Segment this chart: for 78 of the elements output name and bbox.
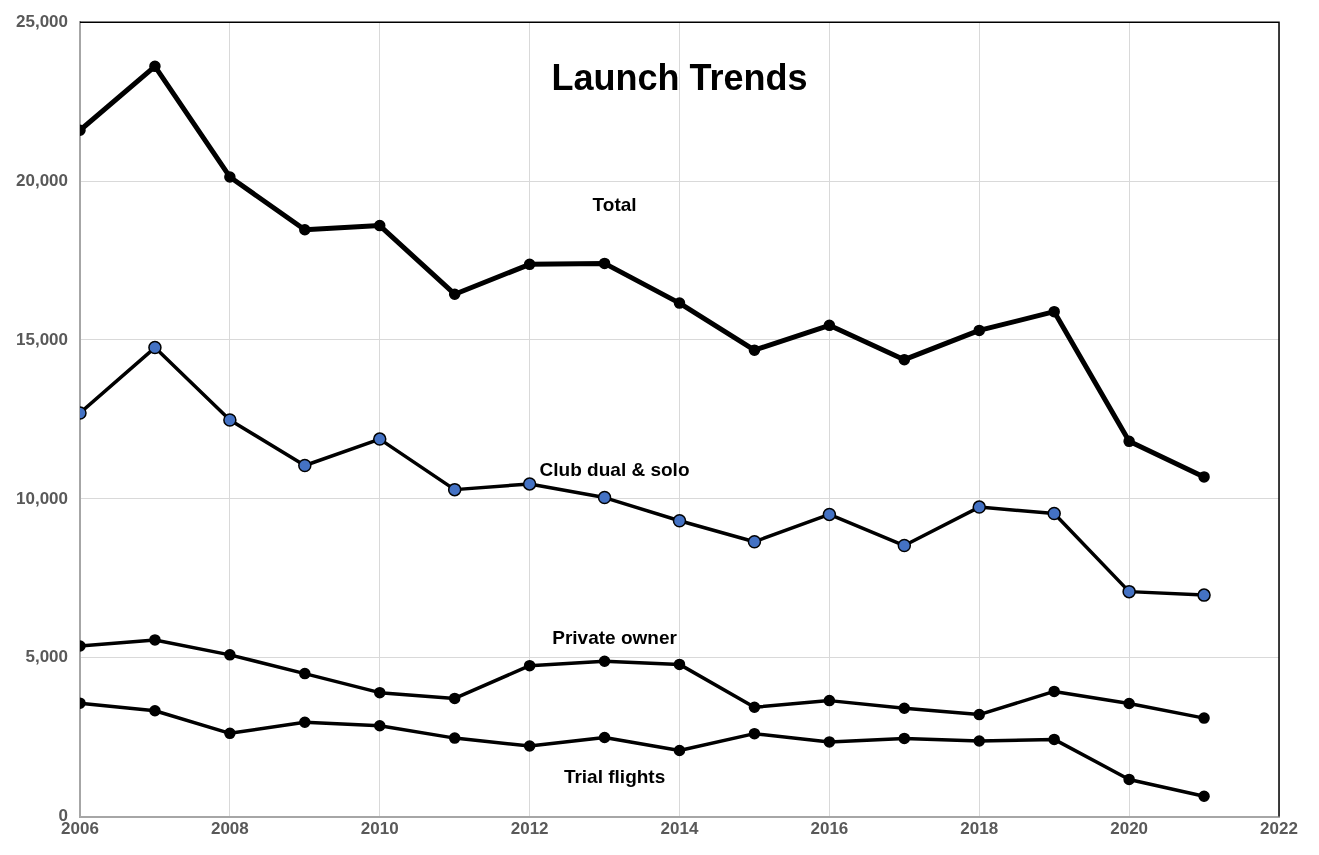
point <box>298 458 312 473</box>
point <box>747 534 762 549</box>
point <box>523 740 536 752</box>
point <box>673 744 686 757</box>
text: Launch Trends <box>551 57 808 99</box>
x-tick-label: 2020 <box>1110 819 1149 839</box>
point <box>748 701 761 714</box>
point <box>223 413 237 427</box>
point <box>149 634 161 646</box>
point <box>148 340 162 355</box>
point <box>823 736 836 748</box>
point <box>973 324 985 337</box>
text: Total <box>592 193 637 215</box>
point <box>522 477 537 491</box>
series-label: Private owner <box>552 627 678 649</box>
point <box>448 732 461 744</box>
point <box>898 732 911 745</box>
point <box>822 507 837 522</box>
point <box>1048 685 1060 698</box>
point <box>973 708 985 721</box>
point <box>299 716 311 728</box>
point <box>1198 712 1210 724</box>
point <box>224 171 236 183</box>
y-tick-label: 10,000 <box>16 488 68 508</box>
point <box>1198 790 1210 803</box>
point <box>149 60 161 73</box>
y-tick-label: 25,000 <box>16 11 68 31</box>
x-tick-label: 2008 <box>210 819 249 839</box>
point <box>972 500 986 514</box>
point <box>673 297 686 309</box>
point <box>597 490 612 505</box>
y-tick-label: 20,000 <box>16 170 68 190</box>
point <box>1197 588 1211 602</box>
point <box>374 219 386 232</box>
point <box>374 719 386 732</box>
point <box>898 353 911 366</box>
point <box>823 694 836 707</box>
point <box>299 223 311 236</box>
point <box>299 667 311 680</box>
point <box>523 258 536 271</box>
point <box>1048 733 1060 746</box>
series-label: Trial flights <box>563 765 666 787</box>
point <box>598 655 611 667</box>
point <box>823 319 836 332</box>
point <box>224 727 236 740</box>
x-tick-label: 2018 <box>960 819 999 839</box>
point <box>374 686 386 699</box>
point <box>748 344 761 356</box>
point <box>897 538 912 553</box>
x-tick-label: 2012 <box>510 819 549 839</box>
x-tick-label: 2014 <box>660 819 699 839</box>
point <box>373 432 387 446</box>
point <box>1122 584 1136 599</box>
point <box>1198 471 1210 483</box>
point <box>1123 435 1135 448</box>
point <box>1048 305 1060 318</box>
point <box>448 692 461 705</box>
point <box>748 727 761 740</box>
series-label: Club dual & solo <box>539 458 690 480</box>
point <box>523 659 536 672</box>
point <box>224 649 236 661</box>
y-tick-label: 15,000 <box>16 329 68 349</box>
x-tick-label: 2016 <box>810 819 849 839</box>
point <box>1123 773 1135 786</box>
point <box>1047 506 1061 521</box>
point <box>672 514 687 528</box>
point <box>973 735 985 747</box>
point <box>673 658 686 671</box>
point <box>149 705 161 717</box>
point <box>448 288 461 300</box>
point <box>898 702 911 714</box>
point <box>598 257 611 270</box>
point <box>1123 697 1135 710</box>
point <box>598 731 611 744</box>
point <box>447 482 462 497</box>
x-tick-label: 2022 <box>1260 819 1298 839</box>
y-tick-label: 5,000 <box>25 647 68 667</box>
x-tick-label: 2010 <box>360 819 399 839</box>
